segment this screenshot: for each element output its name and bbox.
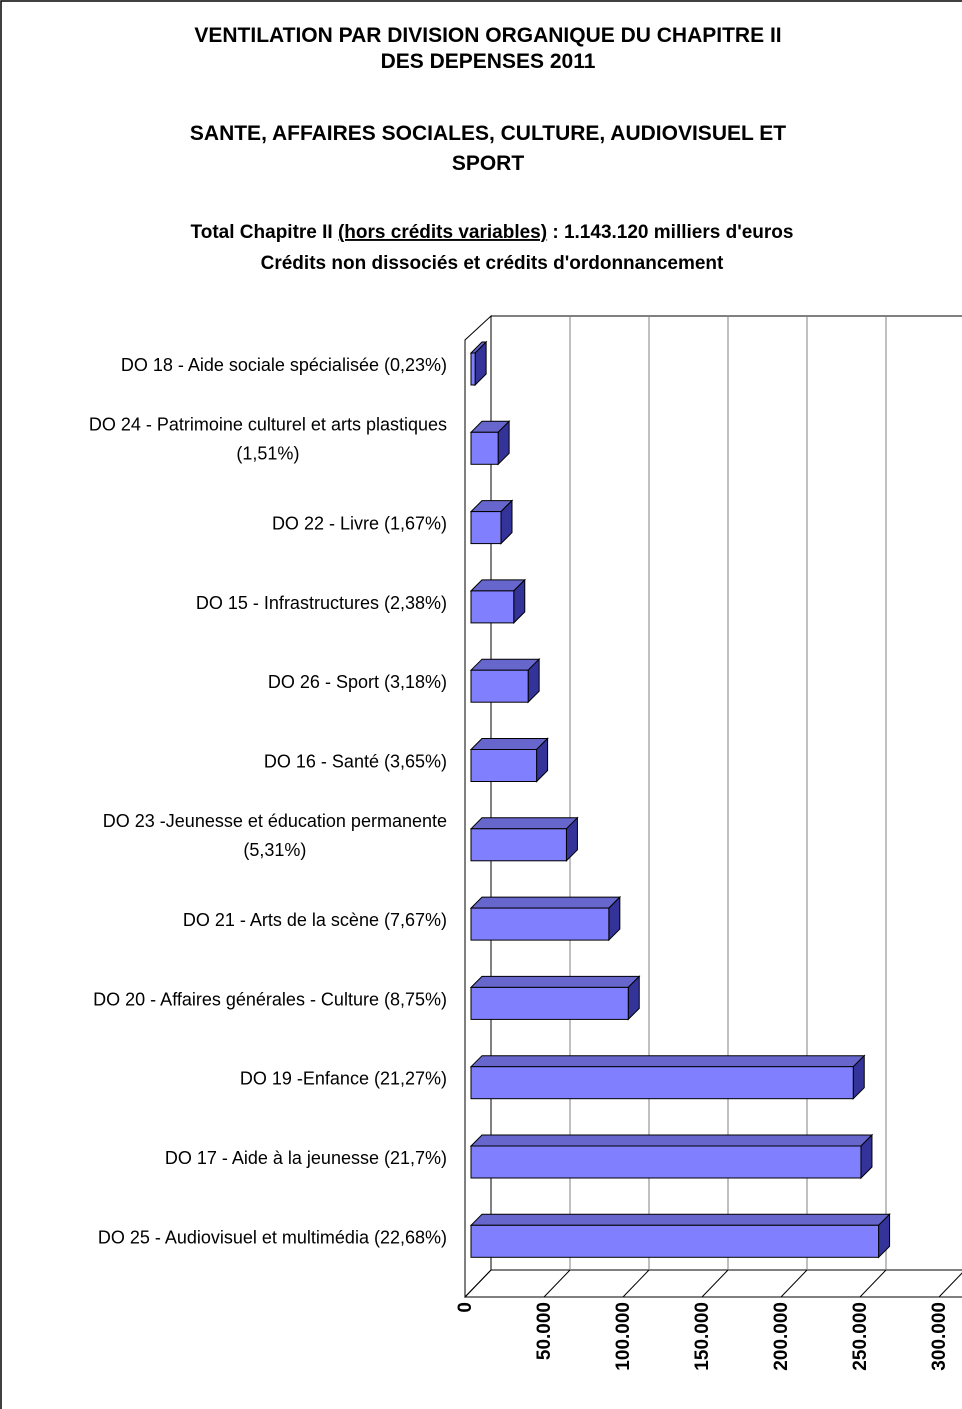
y-tick-label: DO 25 - Audiovisuel et multimédia (22,68… [98,1227,447,1247]
floor-tick [859,1269,887,1298]
y-tick-label: DO 22 - Livre (1,67%) [272,514,447,534]
bar-face [470,1224,880,1258]
x-tick-label: 100.000 [613,1302,634,1371]
x-tick-label: 50.000 [534,1302,555,1360]
bar-face [469,738,549,750]
bar [469,420,511,466]
bar-face [470,828,567,862]
bar-face [470,352,476,386]
note: Total Chapitre II (hors crédits variable… [191,222,794,243]
x-tick-label: 0 [455,1302,476,1313]
x-tick-label: 300.000 [929,1302,950,1371]
y-tick-label: DO 24 - Patrimoine culturel et arts plas… [89,414,447,463]
bar [469,1213,891,1259]
bar-face [470,986,629,1020]
bar-face [469,1213,891,1226]
bar-face [470,669,529,703]
floor-tick [464,1269,492,1298]
y-tick-label: DO 21 - Arts de la scène (7,67%) [183,910,447,930]
bar [469,816,579,863]
bar-face [469,1055,866,1068]
bar [469,340,488,387]
bar [469,737,549,783]
bar-face [470,907,610,941]
bar [469,895,622,942]
bar-face [469,658,541,671]
note-line: Crédits non dissociés et crédits d'ordon… [261,253,724,274]
y-tick-label: DO 26 - Sport (3,18%) [268,672,447,692]
y-tick-label: DO 23 -Jeunesse et éducation permanente(… [103,811,447,860]
y-tick-label: DO 19 -Enfance (21,27%) [240,1069,447,1089]
y-tick-label: DO 16 - Santé (3,65%) [264,752,447,772]
x-tick-label: 200.000 [771,1302,792,1371]
bar-face [470,1066,854,1100]
floor-tick [938,1272,962,1298]
note-part: Total Chapitre II [191,222,338,243]
bar-face [470,511,502,545]
bar [469,499,514,545]
bar-face [469,1134,874,1147]
x-tick-label: 250.000 [850,1302,871,1371]
floor-tick [780,1269,808,1298]
floor-tick [622,1269,650,1298]
bar-face [470,749,538,782]
bar-face [470,1145,862,1179]
floor-tick [543,1269,571,1298]
bar [469,1054,866,1100]
bar [469,975,641,1021]
bar-face [469,817,579,830]
bar [469,657,541,704]
bar-face [470,590,515,624]
floor-tick [701,1269,729,1298]
bar-face [470,431,499,465]
bar [469,578,526,625]
y-tick-label: DO 15 - Infrastructures (2,38%) [196,593,447,613]
bar-face [469,896,622,909]
chart-subtitle: SANTE, AFFAIRES SOCIALES, CULTURE, AUDIO… [190,122,786,175]
bar-face [469,975,641,988]
y-tick-label: DO 18 - Aide sociale spécialisée (0,23%) [121,355,447,375]
y-tick-label: DO 17 - Aide à la jeunesse (21,7%) [165,1148,447,1168]
chart-title: VENTILATION PAR DIVISION ORGANIQUE DU CH… [194,24,781,73]
x-tick-label: 150.000 [692,1302,713,1371]
y-tick-label: DO 20 - Affaires générales - Culture (8,… [93,989,447,1009]
note-part: (hors crédits variables) [338,222,547,243]
bar [469,1133,874,1180]
note-part: : 1.143.120 milliers d'euros [547,222,793,243]
